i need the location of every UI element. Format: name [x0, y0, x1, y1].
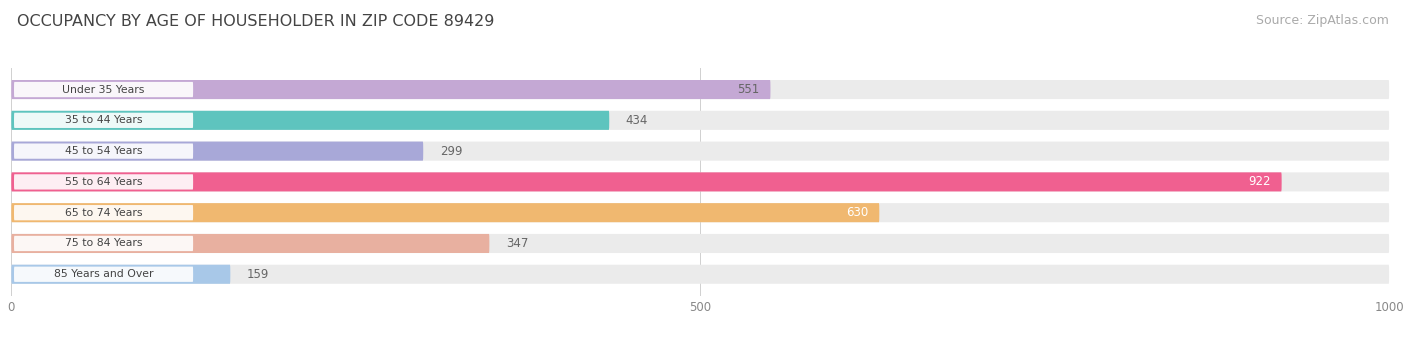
FancyBboxPatch shape — [11, 265, 231, 284]
FancyBboxPatch shape — [11, 172, 1389, 191]
Text: OCCUPANCY BY AGE OF HOUSEHOLDER IN ZIP CODE 89429: OCCUPANCY BY AGE OF HOUSEHOLDER IN ZIP C… — [17, 14, 495, 29]
Text: 85 Years and Over: 85 Years and Over — [53, 269, 153, 279]
FancyBboxPatch shape — [14, 143, 193, 159]
FancyBboxPatch shape — [14, 236, 193, 251]
FancyBboxPatch shape — [11, 141, 423, 161]
Text: 299: 299 — [440, 144, 463, 158]
FancyBboxPatch shape — [14, 113, 193, 128]
Text: 35 to 44 Years: 35 to 44 Years — [65, 115, 142, 125]
FancyBboxPatch shape — [11, 265, 1389, 284]
Text: 65 to 74 Years: 65 to 74 Years — [65, 208, 142, 218]
FancyBboxPatch shape — [11, 203, 1389, 222]
Text: 922: 922 — [1249, 175, 1271, 188]
FancyBboxPatch shape — [14, 205, 193, 220]
FancyBboxPatch shape — [14, 267, 193, 282]
Text: 347: 347 — [506, 237, 529, 250]
FancyBboxPatch shape — [11, 203, 879, 222]
Text: 159: 159 — [247, 268, 269, 281]
Text: 630: 630 — [846, 206, 869, 219]
FancyBboxPatch shape — [11, 234, 1389, 253]
Text: 434: 434 — [626, 114, 648, 127]
FancyBboxPatch shape — [14, 82, 193, 97]
FancyBboxPatch shape — [11, 172, 1282, 191]
Text: 45 to 54 Years: 45 to 54 Years — [65, 146, 142, 156]
Text: 551: 551 — [737, 83, 759, 96]
FancyBboxPatch shape — [14, 174, 193, 189]
FancyBboxPatch shape — [11, 234, 489, 253]
FancyBboxPatch shape — [11, 141, 1389, 161]
Text: Source: ZipAtlas.com: Source: ZipAtlas.com — [1256, 14, 1389, 27]
Text: 55 to 64 Years: 55 to 64 Years — [65, 177, 142, 187]
Text: Under 35 Years: Under 35 Years — [62, 85, 145, 95]
FancyBboxPatch shape — [11, 80, 770, 99]
FancyBboxPatch shape — [11, 111, 609, 130]
FancyBboxPatch shape — [11, 111, 1389, 130]
FancyBboxPatch shape — [11, 80, 1389, 99]
Text: 75 to 84 Years: 75 to 84 Years — [65, 238, 142, 249]
